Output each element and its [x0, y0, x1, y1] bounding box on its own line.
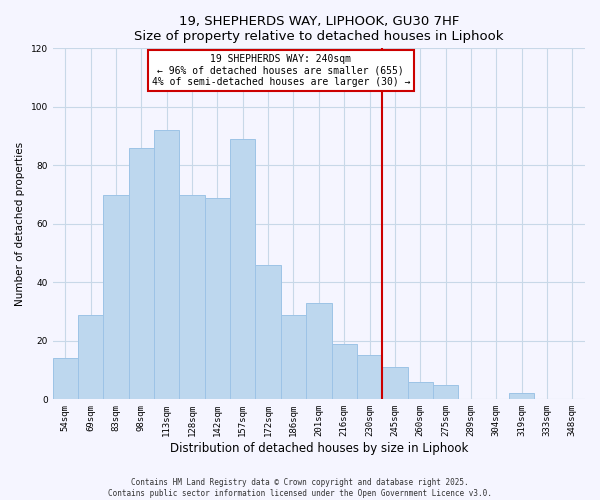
Bar: [53, 358, 78, 400]
Bar: [382, 367, 407, 400]
Bar: [281, 314, 306, 400]
Text: Contains HM Land Registry data © Crown copyright and database right 2025.
Contai: Contains HM Land Registry data © Crown c…: [108, 478, 492, 498]
Bar: [332, 344, 357, 400]
Bar: [179, 194, 205, 400]
Bar: [357, 356, 382, 400]
Bar: [230, 139, 256, 400]
Title: 19, SHEPHERDS WAY, LIPHOOK, GU30 7HF
Size of property relative to detached house: 19, SHEPHERDS WAY, LIPHOOK, GU30 7HF Siz…: [134, 15, 503, 43]
Y-axis label: Number of detached properties: Number of detached properties: [15, 142, 25, 306]
Bar: [256, 265, 281, 400]
Bar: [407, 382, 433, 400]
Text: 19 SHEPHERDS WAY: 240sqm
← 96% of detached houses are smaller (655)
4% of semi-d: 19 SHEPHERDS WAY: 240sqm ← 96% of detach…: [152, 54, 410, 88]
X-axis label: Distribution of detached houses by size in Liphook: Distribution of detached houses by size …: [170, 442, 468, 455]
Bar: [154, 130, 179, 400]
Bar: [205, 198, 230, 400]
Bar: [306, 303, 332, 400]
Bar: [433, 384, 458, 400]
Bar: [509, 394, 535, 400]
Bar: [78, 314, 103, 400]
Bar: [103, 194, 129, 400]
Bar: [129, 148, 154, 400]
